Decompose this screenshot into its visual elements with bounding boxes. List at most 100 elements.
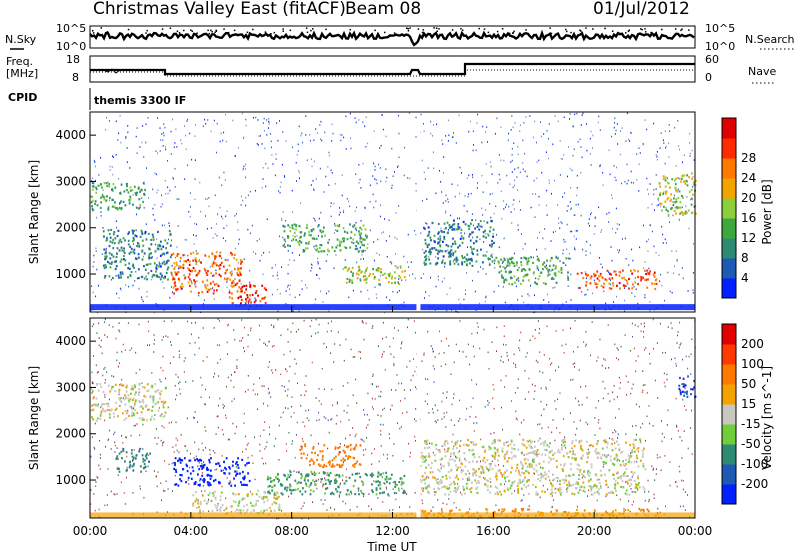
data-cell (553, 179, 555, 182)
data-cell (365, 269, 368, 272)
data-cell (392, 481, 394, 484)
data-cell (339, 491, 342, 494)
data-cell (113, 375, 115, 378)
data-cell (243, 483, 245, 486)
data-cell (504, 270, 507, 273)
data-cell (204, 254, 207, 257)
data-cell (473, 422, 475, 424)
data-cell (446, 411, 448, 414)
data-cell (343, 209, 345, 212)
data-cell (434, 420, 436, 422)
data-cell (287, 284, 289, 287)
data-cell (354, 117, 356, 119)
data-cell (209, 483, 212, 486)
data-cell (277, 318, 279, 321)
data-cell (446, 221, 449, 224)
data-cell (114, 201, 116, 204)
data-cell (92, 265, 94, 268)
data-cell (404, 146, 406, 149)
data-cell (135, 372, 137, 374)
data-cell (109, 409, 112, 412)
data-cell (561, 222, 563, 225)
data-cell (308, 463, 311, 467)
data-cell (264, 343, 266, 346)
data-cell (161, 339, 163, 341)
data-cell (159, 276, 161, 278)
data-cell (653, 275, 656, 278)
data-cell (611, 438, 613, 440)
data-cell (315, 318, 317, 321)
data-cell (334, 182, 336, 185)
data-cell (380, 430, 382, 432)
data-cell (392, 175, 394, 178)
data-cell (258, 135, 260, 138)
data-cell (110, 278, 112, 281)
noise-search-point (211, 31, 213, 33)
data-cell (507, 359, 509, 361)
data-cell (293, 231, 296, 234)
data-cell (428, 258, 431, 261)
data-cell (461, 241, 464, 244)
data-cell (300, 445, 303, 448)
data-cell (391, 147, 393, 150)
data-cell (522, 168, 524, 171)
data-cell (393, 491, 396, 495)
data-cell (214, 372, 216, 375)
data-cell (223, 277, 226, 280)
data-cell (266, 499, 269, 502)
data-cell (214, 468, 216, 471)
data-cell (674, 357, 676, 360)
data-cell (691, 177, 694, 181)
data-cell (200, 261, 202, 264)
noise-search-point (264, 31, 267, 33)
data-cell (651, 465, 653, 468)
y-tick-label: 1000 (55, 267, 86, 281)
data-cell (311, 451, 313, 454)
data-cell (107, 229, 110, 232)
data-cell (386, 453, 388, 456)
data-cell (533, 294, 535, 297)
data-cell (215, 251, 218, 254)
data-cell (500, 159, 502, 162)
data-cell (599, 164, 601, 167)
data-cell (566, 210, 568, 212)
data-cell (371, 472, 374, 475)
data-cell (343, 230, 346, 233)
data-cell (608, 277, 611, 280)
data-cell (356, 472, 359, 475)
data-cell (238, 286, 241, 289)
data-cell (112, 233, 115, 236)
data-cell (624, 299, 626, 302)
data-cell (163, 320, 165, 323)
data-cell (608, 287, 611, 290)
data-cell (299, 244, 301, 247)
data-cell (154, 402, 157, 406)
data-cell (343, 237, 346, 240)
data-cell (472, 176, 474, 179)
data-cell (441, 445, 443, 448)
data-cell (518, 469, 520, 472)
data-cell (181, 459, 184, 462)
data-cell (305, 484, 308, 487)
data-cell (108, 183, 111, 186)
data-cell (331, 172, 333, 174)
data-cell (211, 510, 214, 513)
data-cell (661, 432, 663, 435)
data-cell (637, 489, 639, 491)
data-cell (298, 254, 300, 256)
data-cell (369, 272, 372, 276)
data-cell (468, 130, 470, 133)
data-cell (175, 264, 178, 267)
data-cell (498, 262, 500, 265)
data-cell (409, 177, 411, 180)
data-cell (199, 508, 201, 512)
data-cell (505, 206, 507, 208)
data-cell (363, 338, 365, 341)
data-cell (424, 400, 426, 403)
data-cell (206, 502, 208, 505)
data-cell (244, 483, 246, 487)
data-cell (433, 368, 435, 370)
data-cell (90, 309, 92, 312)
data-cell (194, 280, 197, 284)
data-cell (676, 424, 678, 427)
